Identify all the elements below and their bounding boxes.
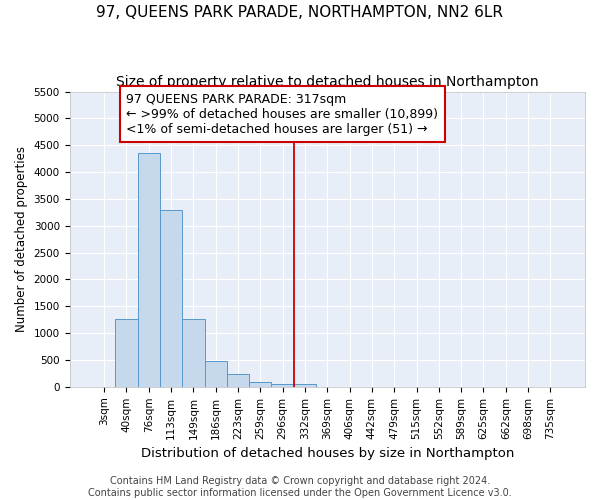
Bar [182, 318, 205, 387]
Text: 97 QUEENS PARK PARADE: 317sqm
← >99% of detached houses are smaller (10,899)
<1%: 97 QUEENS PARK PARADE: 317sqm ← >99% of … [127, 92, 439, 136]
Bar [271, 384, 294, 387]
Text: Contains HM Land Registry data © Crown copyright and database right 2024.
Contai: Contains HM Land Registry data © Crown c… [88, 476, 512, 498]
Bar [115, 318, 137, 387]
X-axis label: Distribution of detached houses by size in Northampton: Distribution of detached houses by size … [140, 447, 514, 460]
Bar [294, 384, 316, 387]
Bar [137, 153, 160, 387]
Text: 97, QUEENS PARK PARADE, NORTHAMPTON, NN2 6LR: 97, QUEENS PARK PARADE, NORTHAMPTON, NN2… [97, 5, 503, 20]
Bar [160, 210, 182, 387]
Bar [227, 374, 249, 387]
Bar [249, 382, 271, 387]
Title: Size of property relative to detached houses in Northampton: Size of property relative to detached ho… [116, 75, 539, 89]
Y-axis label: Number of detached properties: Number of detached properties [15, 146, 28, 332]
Bar [205, 361, 227, 387]
